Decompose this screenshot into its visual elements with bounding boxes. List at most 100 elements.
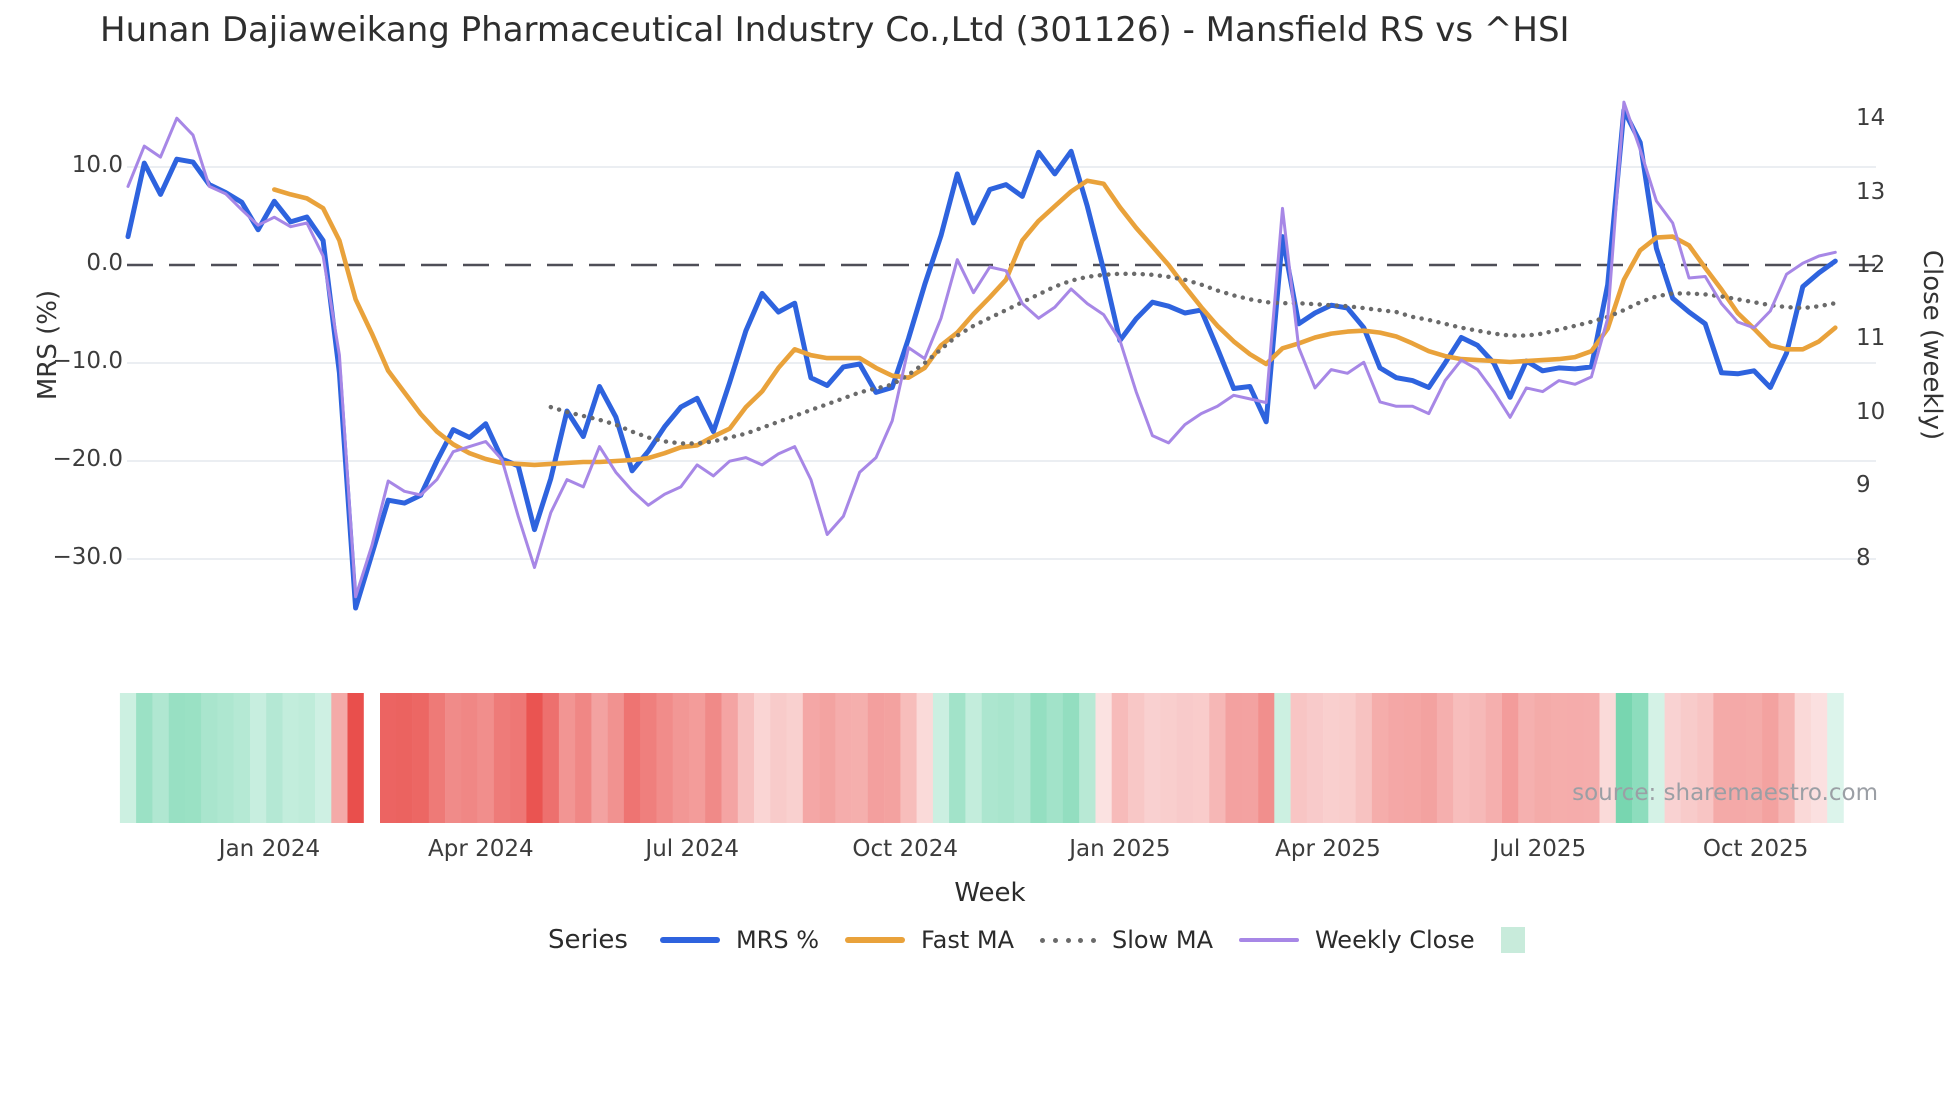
heatmap-week-cell xyxy=(1306,693,1324,823)
slow-ma-dotted-swatch-icon xyxy=(1040,937,1097,943)
x-axis-tick-label: Jan 2024 xyxy=(218,836,321,862)
x-axis-label: Week xyxy=(954,878,1026,908)
right-axis-tick-label: 9 xyxy=(1856,471,1871,498)
fast-ma-line-swatch-icon xyxy=(845,937,906,943)
heatmap-week-cell xyxy=(867,693,885,823)
heatmap-week-cell xyxy=(819,693,836,823)
heatmap-week-cell xyxy=(1241,693,1259,823)
heatmap-week-cell xyxy=(802,693,820,823)
heatmap-week-cell xyxy=(184,693,202,823)
left-axis-tick-label: −20.0 xyxy=(52,446,123,472)
heatmap-week-cell xyxy=(347,693,365,823)
heatmap-swatch-icon xyxy=(1500,927,1525,953)
legend-item-label: Weekly Close xyxy=(1314,926,1475,954)
heatmap-week-cell xyxy=(1745,693,1763,823)
heatmap-week-cell xyxy=(233,693,251,823)
heatmap-week-cell xyxy=(1827,693,1844,823)
heatmap-week-cell xyxy=(689,693,706,823)
heatmap-week-cell xyxy=(1193,693,1210,823)
heatmap-week-cell xyxy=(217,693,234,823)
legend-item-slowma: Slow MA xyxy=(1040,926,1213,954)
heatmap-week-cell xyxy=(1713,693,1730,823)
heatmap-week-cell xyxy=(1062,693,1080,823)
legend-item-weeklyclose: Weekly Close xyxy=(1238,926,1475,954)
heatmap-week-cell xyxy=(1014,693,1031,823)
heatmap-week-cell xyxy=(1664,693,1682,823)
heatmap-week-cell xyxy=(965,693,982,823)
heatmap-week-cell xyxy=(1632,693,1649,823)
heatmap-week-cell xyxy=(1258,693,1275,823)
heatmap-week-cell xyxy=(152,693,169,823)
heatmap-week-cell xyxy=(1371,693,1389,823)
heatmap-week-cell xyxy=(640,693,657,823)
series-line-slow-ma xyxy=(548,271,1838,446)
right-axis-label: Close (weekly) xyxy=(1917,249,1947,441)
heatmap-week-cell xyxy=(1469,693,1487,823)
heatmap-week-cell xyxy=(1762,693,1779,823)
heatmap-week-cell xyxy=(1030,693,1047,823)
heatmap-week-cell xyxy=(1209,693,1226,823)
heatmap-week-cell xyxy=(477,693,495,823)
heatmap-week-cell xyxy=(1388,693,1405,823)
heatmap-week-cell xyxy=(315,693,332,823)
heatmap-week-cell xyxy=(1420,693,1438,823)
right-axis-tick-label: 14 xyxy=(1856,105,1886,132)
heatmap-week-cell xyxy=(493,693,511,823)
heatmap-week-cell xyxy=(331,693,348,823)
x-axis-tick-label: Jul 2025 xyxy=(1492,836,1587,862)
heatmap-week-cell xyxy=(428,693,446,823)
heatmap-week-cell xyxy=(754,693,771,823)
heatmap-week-cell xyxy=(900,693,917,823)
heatmap-week-cell xyxy=(298,693,316,823)
heatmap-week-cell xyxy=(721,693,739,823)
heatmap-week-cell xyxy=(770,693,787,823)
source-credit: source: sharemaestro.com xyxy=(1572,780,1878,806)
heatmap-week-cell xyxy=(1144,693,1161,823)
heatmap-week-cell xyxy=(916,693,934,823)
heatmap-week-cell xyxy=(1615,693,1633,823)
series-line-weekly-close xyxy=(126,100,1837,599)
heatmap-week-cell xyxy=(1290,693,1308,823)
heatmap-week-cell xyxy=(884,693,901,823)
heatmap-week-cell xyxy=(412,693,430,823)
x-axis-tick-label: Jan 2025 xyxy=(1069,836,1171,862)
left-axis-tick-label: 0.0 xyxy=(86,250,123,276)
heatmap-week-cell xyxy=(949,693,966,823)
heatmap-week-cell xyxy=(542,693,560,823)
heatmap-week-cell xyxy=(1046,693,1064,823)
heatmap-week-cell xyxy=(1648,693,1665,823)
heatmap-week-cell xyxy=(1599,693,1617,823)
heatmap-week-cell xyxy=(705,693,722,823)
x-axis-tick-label: Apr 2024 xyxy=(428,836,534,862)
heatmap-week-cell xyxy=(1404,693,1421,823)
heatmap-week-cell xyxy=(997,693,1015,823)
right-axis-tick-label: 12 xyxy=(1856,252,1886,278)
heatmap-week-cell xyxy=(282,693,300,823)
heatmap-strip xyxy=(119,693,1844,823)
heatmap-week-cell xyxy=(1810,693,1828,823)
heatmap-week-cell xyxy=(1453,693,1470,823)
heatmap-week-cell xyxy=(835,693,852,823)
x-axis-tick-label: Oct 2024 xyxy=(852,836,959,862)
heatmap-week-cell xyxy=(1518,693,1535,823)
heatmap-week-cell xyxy=(1534,693,1552,823)
heatmap-week-cell xyxy=(1680,693,1698,823)
right-axis-tick-label: 8 xyxy=(1856,545,1871,572)
heatmap-week-cell xyxy=(1502,693,1519,823)
heatmap-week-cell xyxy=(1111,693,1129,823)
heatmap-week-cell xyxy=(1095,693,1113,823)
heatmap-week-cell xyxy=(526,693,543,823)
heatmap-week-cell xyxy=(1160,693,1178,823)
legend-item-fastma: Fast MA xyxy=(845,926,1014,954)
heatmap-week-cell xyxy=(1697,693,1714,823)
heatmap-week-cell xyxy=(591,693,608,823)
heatmap-week-cell xyxy=(380,693,397,823)
x-axis-tick-label: Oct 2025 xyxy=(1702,836,1809,862)
heatmap-week-cell xyxy=(1079,693,1096,823)
heatmap-week-cell xyxy=(575,693,592,823)
series-lines xyxy=(125,100,1838,611)
heatmap-week-cell xyxy=(445,693,462,823)
heatmap-week-cell xyxy=(623,693,641,823)
